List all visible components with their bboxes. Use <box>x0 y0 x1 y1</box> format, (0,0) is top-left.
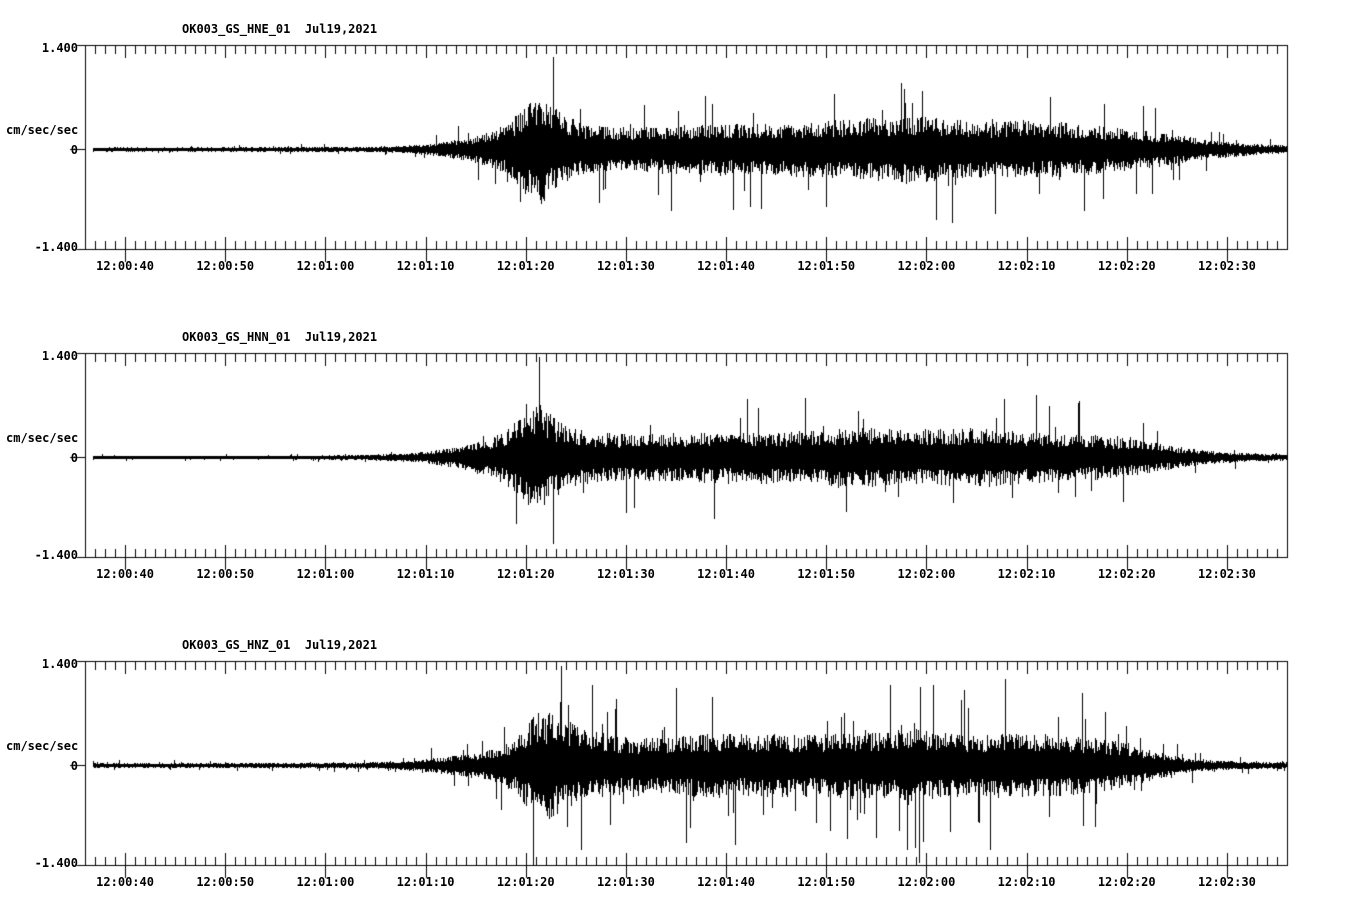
x-tick-label: 12:01:00 <box>296 875 355 889</box>
y-axis-min-label: -1.400 <box>34 240 78 254</box>
x-tick-label: 12:01:30 <box>596 875 655 889</box>
panel-title: OK003_GS_HNE_01 Jul19,2021 <box>182 22 378 36</box>
y-axis-zero-label: 0 <box>70 143 78 157</box>
x-tick-label: 12:02:20 <box>1097 259 1156 273</box>
x-tick-label: 12:01:40 <box>697 259 755 273</box>
y-axis-unit-label: cm/sec/sec <box>6 431 79 445</box>
x-tick-label: 12:01:20 <box>496 259 555 273</box>
panel-title: OK003_GS_HNZ_01 Jul19,2021 <box>182 638 378 652</box>
y-axis-min-label: -1.400 <box>34 856 78 870</box>
y-axis-max-label: 1.400 <box>41 41 78 55</box>
x-tick-label: 12:01:50 <box>797 259 856 273</box>
panel-title: OK003_GS_HNN_01 Jul19,2021 <box>182 330 378 344</box>
x-tick-label: 12:00:50 <box>196 567 255 581</box>
y-axis-unit-label: cm/sec/sec <box>6 739 79 753</box>
x-tick-label: 12:01:10 <box>396 567 455 581</box>
x-tick-label: 12:01:10 <box>396 259 455 273</box>
x-tick-label: 12:02:20 <box>1097 875 1156 889</box>
x-tick-label: 12:01:30 <box>596 567 655 581</box>
x-tick-label: 12:00:50 <box>196 875 255 889</box>
x-tick-label: 12:01:50 <box>797 875 856 889</box>
x-tick-label: 12:02:10 <box>997 567 1056 581</box>
x-tick-label: 12:02:30 <box>1197 567 1256 581</box>
x-tick-label: 12:02:20 <box>1097 567 1156 581</box>
x-tick-label: 12:01:50 <box>797 567 856 581</box>
x-tick-label: 12:02:10 <box>997 875 1056 889</box>
x-tick-label: 12:02:10 <box>997 259 1056 273</box>
x-tick-label: 12:02:30 <box>1197 259 1256 273</box>
x-tick-label: 12:01:10 <box>396 875 455 889</box>
x-tick-label: 12:00:40 <box>96 259 154 273</box>
x-tick-label: 12:02:00 <box>897 259 956 273</box>
x-tick-label: 12:02:00 <box>897 875 956 889</box>
x-tick-label: 12:00:40 <box>96 567 154 581</box>
y-axis-max-label: 1.400 <box>41 349 78 363</box>
y-axis-zero-label: 0 <box>70 451 78 465</box>
x-tick-label: 12:00:50 <box>196 259 255 273</box>
x-tick-label: 12:01:30 <box>596 259 655 273</box>
x-tick-label: 12:02:00 <box>897 567 956 581</box>
x-tick-label: 12:01:00 <box>296 259 355 273</box>
y-axis-unit-label: cm/sec/sec <box>6 123 79 137</box>
y-axis-zero-label: 0 <box>70 759 78 773</box>
x-tick-label: 12:01:20 <box>496 567 555 581</box>
x-tick-label: 12:00:40 <box>96 875 154 889</box>
x-tick-label: 12:01:20 <box>496 875 555 889</box>
y-axis-max-label: 1.400 <box>41 657 78 671</box>
x-tick-label: 12:02:30 <box>1197 875 1256 889</box>
x-tick-label: 12:01:40 <box>697 567 755 581</box>
x-tick-label: 12:01:00 <box>296 567 355 581</box>
y-axis-min-label: -1.400 <box>34 548 78 562</box>
x-tick-label: 12:01:40 <box>697 875 755 889</box>
